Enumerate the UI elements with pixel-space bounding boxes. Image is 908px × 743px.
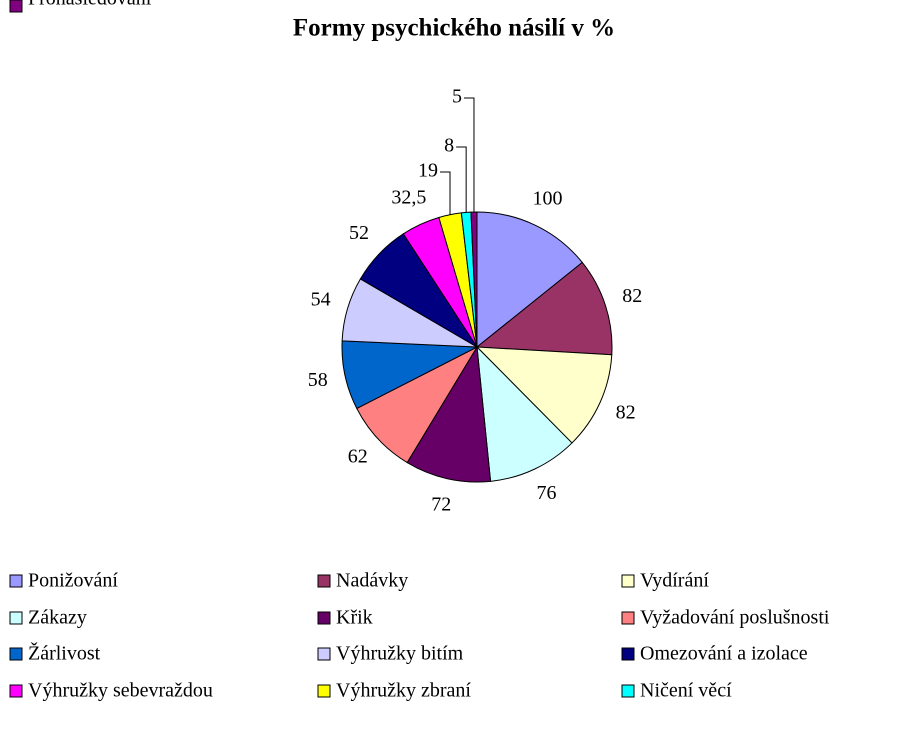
pie-slice [406,345,492,483]
data-label: 8 [444,135,454,157]
leader-line [456,146,467,213]
data-label: 62 [348,446,368,468]
data-label: 82 [622,285,642,307]
data-label: 72 [431,494,451,516]
pie-slice [470,211,478,348]
leader-line [463,97,475,213]
data-label: 19 [418,160,438,182]
legend-swatch [317,647,331,661]
legend-swatch [9,574,23,588]
legend-swatch [621,647,635,661]
legend-label: Křik [336,607,373,629]
legend-label: Vyžadování poslušnosti [640,607,830,629]
legend-label: Ničení věcí [640,680,732,702]
chart-title: Formy psychického násilí v % [293,15,615,42]
legend-label: Výhružky zbraní [336,680,471,702]
legend-swatch [9,611,23,625]
legend-label: Žárlivost [28,642,101,665]
legend-swatch [621,684,635,698]
legend-label: Výhružky sebevraždou [28,680,213,702]
data-label: 100 [532,188,562,210]
data-label: 52 [349,222,369,244]
legend-label: Ponižování [28,570,118,592]
pie-slice [475,346,613,444]
leader-line [440,171,451,215]
legend-swatch [9,0,23,13]
legend-label: Pronásledování [28,0,152,10]
legend-label: Zákazy [28,607,87,629]
legend-swatch [621,574,635,588]
data-label: 76 [537,482,557,504]
data-label: 58 [308,369,328,391]
legend-label: Výhružky bitím [336,643,464,665]
data-label: 5 [452,86,462,108]
pie-slice [476,211,583,349]
legend-label: Omezování a izolace [640,643,808,665]
legend-swatch [621,611,635,625]
pie-slice [476,345,573,482]
legend-swatch [317,574,331,588]
legend-swatch [9,684,23,698]
legend-label: Nadávky [336,570,408,592]
data-label: 54 [311,288,331,310]
pie-slice [475,261,613,356]
data-label: 32,5 [391,187,426,209]
legend-swatch [9,647,23,661]
legend-label: Vydírání [640,570,709,592]
legend-swatch [317,611,331,625]
data-label: 82 [616,402,636,424]
legend-swatch [317,684,331,698]
